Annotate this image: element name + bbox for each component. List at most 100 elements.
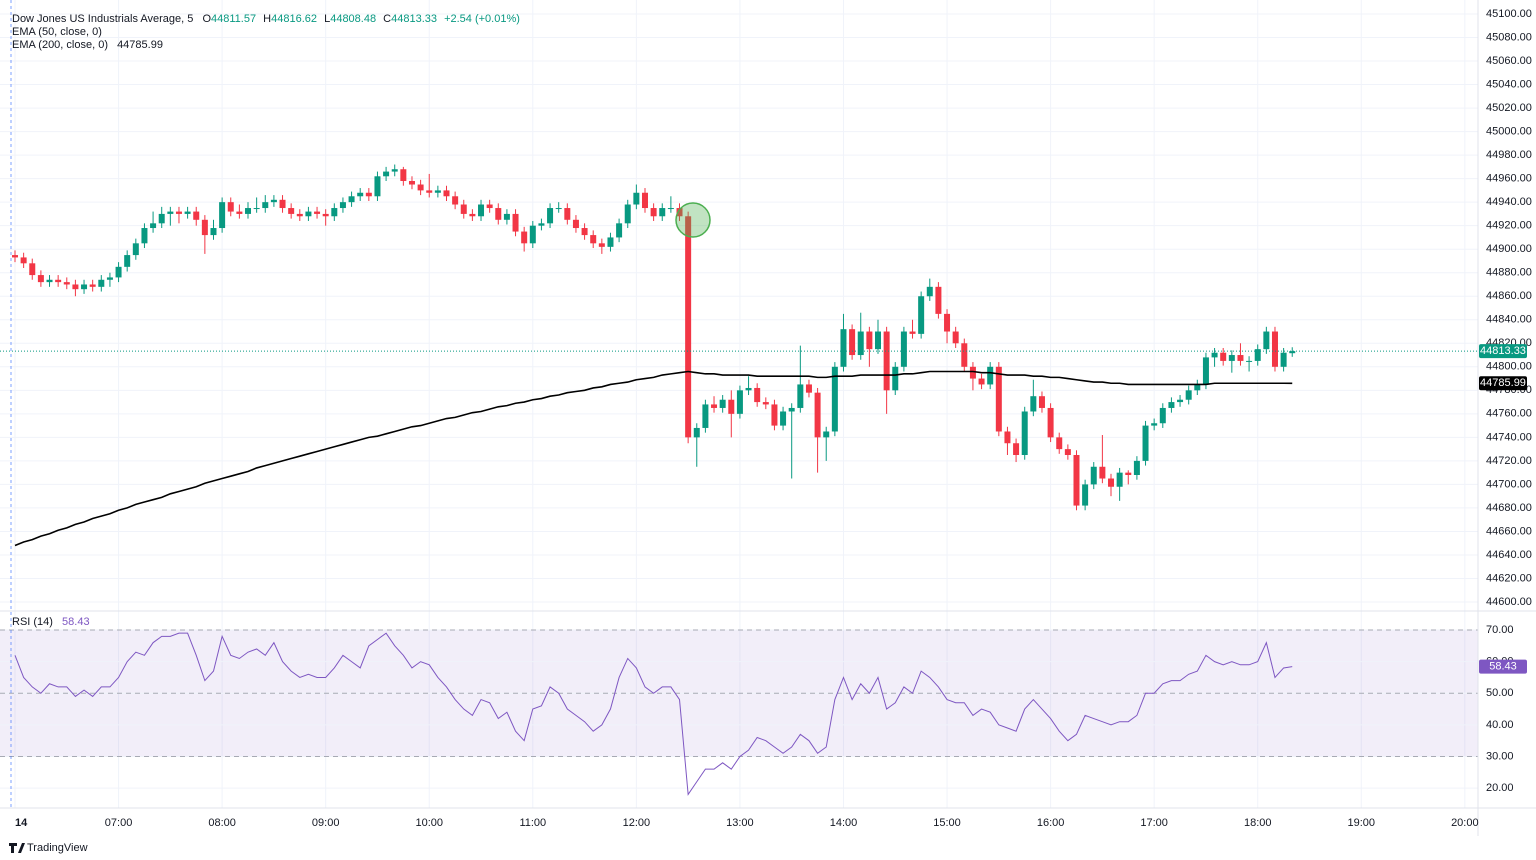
candle-body [227,202,234,212]
candle-body [995,366,1002,432]
candle-body [969,366,976,379]
y-tick-label: 45060.00 [1486,55,1532,67]
x-tick-label: 12:00 [623,817,651,829]
x-tick-label: 09:00 [312,817,340,829]
rsi-tick-label: 70.00 [1486,624,1514,636]
candle-body [106,277,113,280]
y-tick-label: 45100.00 [1486,8,1532,20]
candle-body [849,329,856,356]
x-tick-label: 19:00 [1348,817,1376,829]
candle-body [270,199,277,203]
candle-body [909,331,916,334]
candle-body [279,199,286,209]
x-tick-label: 17:00 [1140,817,1168,829]
candle-body [305,211,312,217]
candle-body [754,387,761,403]
y-tick-label: 44980.00 [1486,149,1532,161]
candle-body [141,228,148,244]
candle-body [1004,431,1011,444]
candle-body [564,208,571,220]
ema200-name: EMA (200, close, 0) [12,39,108,51]
candle-body [1271,331,1278,367]
candle-body [210,228,217,236]
x-tick-label: 20:00 [1451,817,1479,829]
candle-body [374,176,381,197]
candle-body [37,275,44,283]
candle-body [322,213,329,217]
candle-body [1246,360,1253,362]
ohlc-label: L [324,13,330,25]
candle-body [72,284,79,290]
candle-body [1038,396,1045,408]
candle-body [1211,352,1218,358]
candle-body [918,296,925,334]
y-tick-label: 44760.00 [1486,408,1532,420]
y-tick-label: 45020.00 [1486,102,1532,114]
candle-body [1263,331,1270,350]
change: +2.54 (+0.01%) [444,13,520,25]
ema-badge: 44785.99 [1480,377,1526,389]
candle-body [788,407,795,412]
y-tick-label: 44720.00 [1486,455,1532,467]
candle-body [987,366,994,385]
candle-body [132,243,139,256]
marks [12,164,1296,796]
candle-body [184,211,191,214]
candle-body [452,196,459,205]
highlight-circle [675,202,711,238]
y-tick-label: 44940.00 [1486,196,1532,208]
candle-body [771,404,778,426]
candle-body [650,208,657,217]
rsi-line [14,632,1293,796]
overlay: 14 07:00 08:00 09:00 10:00 11:00 12:00 13:00 14:… [0,8,1532,829]
candle-body [1151,423,1158,426]
grid [0,0,1478,808]
candle-body [1254,349,1261,361]
x-tick-label: 07:00 [105,817,133,829]
candle-body [55,279,62,283]
candle-body [400,169,407,181]
candle-body [926,286,933,297]
candle-body [417,184,424,191]
ohlc-value: 44811.57 [211,13,256,25]
candle-body [245,208,252,214]
candle-body [978,378,985,385]
candle-body [616,223,623,238]
candle-body [728,399,735,414]
y-tick-label: 45000.00 [1486,126,1532,138]
candle-body [1047,407,1054,438]
y-tick-label: 44800.00 [1486,361,1532,373]
candle-body [883,331,890,391]
candle-body [63,282,70,285]
candle-body [641,192,648,209]
candle-body [866,331,873,350]
candle-body [659,208,666,217]
brand-logo [9,843,25,853]
candle-body [331,208,338,217]
candle-body [339,202,346,209]
candle-body [115,266,122,278]
brand: TradingView [9,842,88,854]
candle-body [823,431,830,438]
candle-body [1185,390,1192,400]
candle-body [391,169,398,172]
candle-body [383,171,390,177]
candle-body [348,196,355,203]
candle-body [262,202,269,209]
candle-body [1220,352,1227,361]
candle-body [529,225,536,244]
candle-body [1125,472,1132,475]
ohlc-value: 44808.48 [330,13,376,25]
candle-body [1116,472,1123,487]
candle-body [624,204,631,224]
candle-body [590,235,597,244]
y-tick-label: 44660.00 [1486,525,1532,537]
candle-body [840,329,847,367]
y-tick-label: 44860.00 [1486,290,1532,302]
candle-body [702,404,709,428]
candle-body [1082,484,1089,506]
candle-body [1159,407,1166,424]
y-tick-label: 44960.00 [1486,173,1532,185]
x-tick-label: 16:00 [1037,817,1065,829]
